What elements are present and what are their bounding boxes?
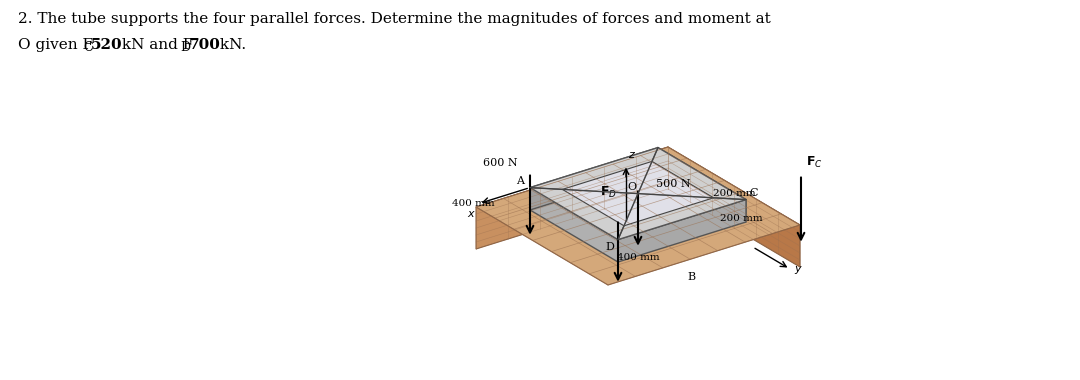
Text: x: x xyxy=(468,209,474,218)
Text: 200 mm: 200 mm xyxy=(714,190,756,198)
Polygon shape xyxy=(530,188,618,262)
Polygon shape xyxy=(563,162,714,226)
Polygon shape xyxy=(658,147,746,222)
Text: B: B xyxy=(687,272,696,282)
Text: O given F: O given F xyxy=(18,38,93,52)
Text: 700: 700 xyxy=(189,38,221,52)
Text: 500 N: 500 N xyxy=(656,179,690,188)
Text: 520: 520 xyxy=(91,38,123,52)
Text: 400 mm: 400 mm xyxy=(617,253,659,263)
Polygon shape xyxy=(476,147,800,285)
Text: $\mathbf{F}_{C}$: $\mathbf{F}_{C}$ xyxy=(806,155,823,169)
Text: y: y xyxy=(794,264,800,274)
Text: 400 mm: 400 mm xyxy=(453,199,495,208)
Polygon shape xyxy=(618,200,746,262)
Text: D: D xyxy=(605,242,615,252)
Text: C: C xyxy=(750,188,757,198)
Polygon shape xyxy=(476,147,669,249)
Text: C: C xyxy=(83,41,93,54)
Text: D: D xyxy=(180,41,190,54)
Polygon shape xyxy=(530,147,658,210)
Text: z: z xyxy=(627,150,634,160)
Text: A: A xyxy=(516,176,524,185)
Polygon shape xyxy=(530,147,746,240)
Text: kN and F: kN and F xyxy=(117,38,193,52)
Polygon shape xyxy=(669,147,800,267)
Text: kN.: kN. xyxy=(215,38,246,52)
Text: 2. The tube supports the four parallel forces. Determine the magnitudes of force: 2. The tube supports the four parallel f… xyxy=(18,12,771,26)
Text: $\mathbf{F}_{D}$: $\mathbf{F}_{D}$ xyxy=(599,185,617,200)
Text: O: O xyxy=(626,182,636,192)
Text: 200 mm: 200 mm xyxy=(719,214,762,223)
Text: 600 N: 600 N xyxy=(483,158,517,168)
